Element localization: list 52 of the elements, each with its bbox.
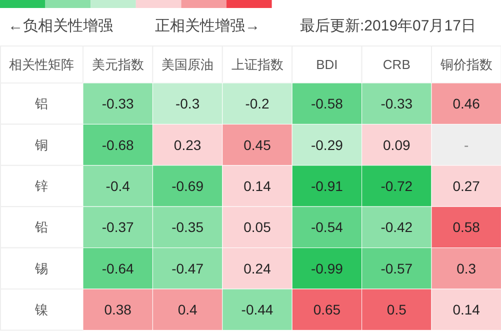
data-label: -0.35 bbox=[172, 219, 204, 236]
data-label: 0.65 bbox=[313, 302, 341, 318]
data-label: -0.72 bbox=[380, 178, 413, 194]
y-tick-label: 铜 bbox=[34, 137, 48, 152]
data-label: 0.14 bbox=[452, 302, 480, 318]
data-label: -0.2 bbox=[245, 96, 270, 112]
x-tick-label: CRB bbox=[382, 57, 410, 72]
y-tick-label: 锡 bbox=[34, 260, 48, 276]
text: 最后更新:2019年07月17日 bbox=[300, 18, 476, 34]
data-label: 0.23 bbox=[174, 136, 202, 153]
annotation: - bbox=[464, 136, 470, 153]
data-label: 0.3 bbox=[456, 260, 476, 276]
x-tick-label: 美元指数 bbox=[92, 57, 144, 72]
data-label: -0.29 bbox=[310, 136, 344, 153]
x-tick-label: 上证指数 bbox=[231, 57, 284, 72]
data-label: 0.46 bbox=[452, 96, 480, 112]
data-label: -0.57 bbox=[380, 260, 413, 276]
data-label: -0.33 bbox=[102, 96, 134, 112]
data-label: -0.33 bbox=[380, 96, 413, 112]
y-tick-label: 铝 bbox=[34, 96, 48, 112]
data-label: 0.24 bbox=[244, 260, 272, 276]
data-label: -0.42 bbox=[380, 219, 413, 236]
x-tick-label: BDI bbox=[316, 57, 338, 72]
data-label: 0.14 bbox=[244, 178, 272, 194]
x-tick-label: 铜价指数 bbox=[439, 57, 492, 72]
data-label: 0.4 bbox=[178, 302, 198, 318]
x-tick-label: 美国原油 bbox=[162, 57, 214, 72]
data-label: -0.64 bbox=[102, 260, 134, 276]
data-label: 0.09 bbox=[383, 136, 410, 153]
data-label: -0.44 bbox=[241, 302, 274, 318]
data-label: -0.58 bbox=[310, 96, 344, 112]
data-label: 0.5 bbox=[386, 302, 407, 318]
y-tick-label: 铅 bbox=[34, 220, 48, 235]
data-label: 0.38 bbox=[104, 302, 132, 318]
data-label: 0.45 bbox=[244, 136, 272, 153]
data-label: -0.99 bbox=[310, 260, 344, 276]
data-label: -0.47 bbox=[172, 260, 204, 276]
text: ←负相关性增强 bbox=[8, 18, 113, 34]
legend-title: 相关性矩阵 bbox=[9, 57, 74, 72]
data-label: -0.3 bbox=[175, 96, 200, 112]
data-label: -0.69 bbox=[172, 178, 204, 194]
data-label: -0.4 bbox=[106, 178, 130, 194]
data-label: 0.05 bbox=[244, 219, 272, 236]
data-label: 0.58 bbox=[452, 219, 480, 236]
data-label: -0.68 bbox=[102, 136, 134, 153]
data-label: -0.54 bbox=[310, 219, 344, 236]
y-tick-label: 锌 bbox=[34, 178, 48, 194]
y-tick-label: 镍 bbox=[34, 302, 48, 318]
data-label: -0.91 bbox=[310, 178, 344, 194]
data-label: -0.37 bbox=[102, 219, 134, 236]
text: 正相关性增强→ bbox=[155, 18, 260, 34]
data-label: 0.27 bbox=[452, 178, 480, 194]
